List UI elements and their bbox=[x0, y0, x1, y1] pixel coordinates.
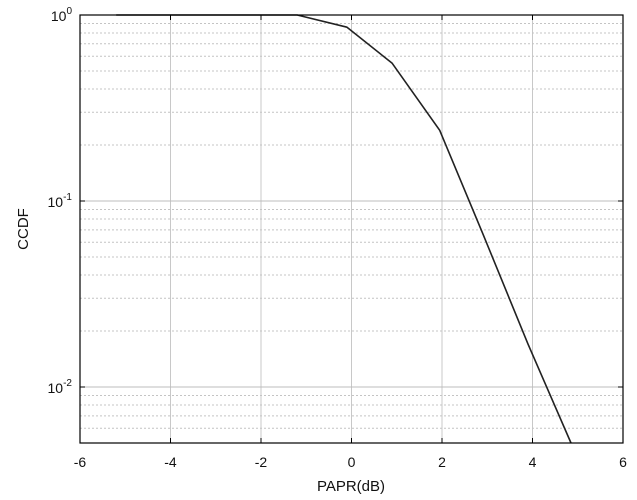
x-tick-label: 0 bbox=[348, 454, 356, 470]
y-axis-ticks: 100 10-1 10-2 bbox=[48, 6, 623, 396]
x-tick-label: 4 bbox=[529, 454, 537, 470]
y-tick-label: 10-2 bbox=[48, 378, 73, 396]
x-tick-label: 2 bbox=[438, 454, 446, 470]
series-line-1 bbox=[116, 14, 572, 444]
y-axis-title: CCDF bbox=[15, 208, 32, 250]
x-tick-label: -4 bbox=[164, 454, 177, 470]
x-tick-label: -2 bbox=[255, 454, 268, 470]
x-axis-ticks: -6 -4 -2 0 2 4 6 bbox=[74, 15, 627, 470]
grid bbox=[80, 15, 623, 443]
y-tick-label: 100 bbox=[51, 6, 73, 24]
y-tick-label: 10-1 bbox=[48, 192, 73, 210]
x-axis-title: PAPR(dB) bbox=[317, 478, 385, 495]
series-layer bbox=[116, 14, 572, 444]
x-tick-label: -6 bbox=[74, 454, 87, 470]
x-tick-label: 6 bbox=[619, 454, 627, 470]
